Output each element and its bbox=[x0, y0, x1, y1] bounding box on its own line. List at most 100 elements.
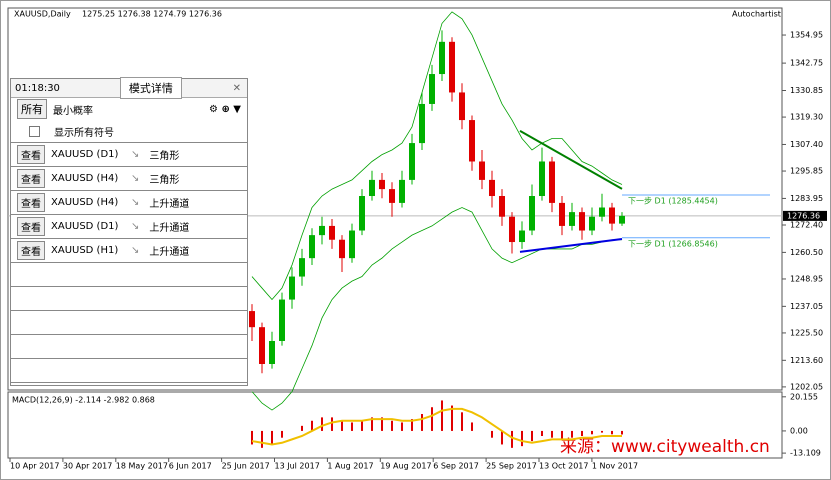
candle-body bbox=[409, 143, 415, 180]
target-label: 下一步 D1 (1285.4454) bbox=[628, 196, 718, 205]
row-pattern: 三角形 bbox=[149, 151, 180, 162]
pattern-icon: ↘ bbox=[131, 197, 140, 208]
x-tick-label: 10 Apr 2017 bbox=[10, 462, 59, 471]
view-button[interactable]: 查看 bbox=[17, 169, 45, 188]
row-symbol: XAUUSD (H4) bbox=[51, 173, 119, 184]
trendline bbox=[519, 130, 623, 190]
x-tick-label: 18 May 2017 bbox=[116, 462, 168, 471]
macd-title: MACD(12,26,9) -2.114 -2.982 0.868 bbox=[12, 396, 155, 405]
pattern-row: 查看 XAUUSD (H4) ↘ 三角形 bbox=[11, 167, 247, 191]
pattern-panel: 01:18:30 模式详情 ✕ 所有 最小概率 ⚙ ⊕ ▼ 显示所有符号 查看 X… bbox=[10, 77, 248, 386]
checkbox[interactable] bbox=[29, 125, 40, 137]
pattern-icon: ↘ bbox=[131, 149, 140, 160]
candle-body bbox=[589, 216, 595, 231]
y-tick-label: 1330.85 bbox=[790, 86, 823, 95]
candle-body bbox=[259, 327, 265, 364]
filter-row: 所有 最小概率 ⚙ ⊕ ▼ bbox=[11, 98, 247, 120]
filter-label: 最小概率 bbox=[53, 105, 93, 117]
x-tick-label: 25 Jun 2017 bbox=[222, 462, 270, 471]
symbol: XAUUSD,Daily bbox=[14, 10, 71, 19]
candle-body bbox=[249, 311, 255, 328]
panel-tab[interactable]: 模式详情 bbox=[119, 77, 182, 99]
x-tick-label: 19 Aug 2017 bbox=[380, 462, 431, 471]
x-tick-label: 30 Apr 2017 bbox=[63, 462, 112, 471]
candle-body bbox=[559, 202, 565, 226]
pattern-row: 查看 XAUUSD (D1) ↘ 三角形 bbox=[11, 143, 247, 167]
trendline bbox=[519, 238, 623, 253]
candle-body bbox=[499, 196, 505, 217]
candle-body bbox=[489, 179, 495, 197]
row-pattern: 上升通道 bbox=[149, 223, 190, 234]
view-button[interactable]: 查看 bbox=[17, 217, 45, 236]
pattern-row: 查看 XAUUSD (H1) ↘ 上升通道 bbox=[11, 239, 247, 263]
pattern-row: 查看 XAUUSD (H4) ↘ 上升通道 bbox=[11, 191, 247, 215]
candle-body bbox=[359, 196, 365, 231]
empty-row bbox=[11, 335, 247, 359]
candle-body bbox=[619, 215, 625, 224]
y-tick-label: 1225.50 bbox=[790, 328, 823, 337]
x-tick-label: 6 Sep 2017 bbox=[433, 462, 479, 471]
candle-body bbox=[429, 74, 435, 104]
target-label: 下一步 D1 (1266.8546) bbox=[628, 239, 718, 248]
row-pattern: 三角形 bbox=[149, 175, 180, 186]
y2-tick-label: 20.155 bbox=[790, 392, 818, 401]
empty-row bbox=[11, 287, 247, 311]
y-tick-label: 1248.95 bbox=[790, 274, 823, 283]
candle-body bbox=[379, 179, 385, 190]
watermark: 来源：www.citywealth.cn bbox=[560, 437, 770, 457]
x-tick-label: 13 Oct 2017 bbox=[539, 462, 588, 471]
toolbar-icons[interactable]: ⚙ ⊕ ▼ bbox=[209, 103, 241, 115]
y-tick-label: 1202.05 bbox=[790, 382, 823, 391]
row-pattern: 上升通道 bbox=[149, 247, 190, 258]
candle-body bbox=[369, 179, 375, 197]
y-tick-label: 1260.50 bbox=[790, 248, 823, 257]
row-symbol: XAUUSD (D1) bbox=[51, 221, 119, 232]
candle-body bbox=[549, 161, 555, 203]
ohlc: 1275.25 1276.38 1274.79 1276.36 bbox=[82, 10, 222, 19]
pattern-list: 查看 XAUUSD (D1) ↘ 三角形 查看 XAUUSD (H4) ↘ 三角形 查看 XAUU… bbox=[11, 143, 247, 383]
candle-body bbox=[439, 41, 445, 75]
candle-body bbox=[319, 225, 325, 236]
clock: 01:18:30 bbox=[15, 82, 60, 94]
x-tick-label: 1 Aug 2017 bbox=[327, 462, 373, 471]
row-symbol: XAUUSD (D1) bbox=[51, 149, 119, 160]
price-pane bbox=[7, 7, 783, 391]
row-symbol: XAUUSD (H1) bbox=[51, 245, 119, 256]
show-all-label: 显示所有符号 bbox=[54, 127, 114, 139]
candle-body bbox=[419, 103, 425, 144]
view-button[interactable]: 查看 bbox=[17, 241, 45, 260]
y-tick-label: 1283.95 bbox=[790, 194, 823, 203]
close-icon[interactable]: ✕ bbox=[232, 82, 241, 94]
candle-body bbox=[539, 161, 545, 197]
x-tick-label: 6 Jun 2017 bbox=[169, 462, 212, 471]
y-tick-label: 1237.05 bbox=[790, 302, 823, 311]
view-button[interactable]: 查看 bbox=[17, 193, 45, 212]
candle-body bbox=[349, 230, 355, 259]
filter-select[interactable]: 所有 bbox=[17, 99, 47, 119]
candle-body bbox=[459, 92, 465, 121]
pattern-row: 查看 XAUUSD (D1) ↘ 上升通道 bbox=[11, 215, 247, 239]
candle-body bbox=[339, 239, 345, 259]
candle-body bbox=[469, 120, 475, 162]
candle-body bbox=[599, 207, 605, 217]
macd-pane bbox=[7, 391, 783, 459]
band-upper bbox=[251, 11, 623, 301]
candle-body bbox=[529, 196, 535, 231]
show-all-row: 显示所有符号 bbox=[11, 120, 247, 143]
y2-tick-label: 0.00 bbox=[790, 426, 808, 435]
candle-body bbox=[609, 207, 615, 224]
view-button[interactable]: 查看 bbox=[17, 145, 45, 164]
candle-body bbox=[579, 212, 585, 231]
autochartist: Autochartist bbox=[732, 10, 781, 19]
y2-tick-label: -13.109 bbox=[790, 449, 821, 458]
candle-body bbox=[299, 258, 305, 277]
pattern-icon: ↘ bbox=[131, 245, 140, 256]
x-tick-label: 13 Jul 2017 bbox=[275, 462, 320, 471]
y-tick-label: 1319.30 bbox=[790, 113, 823, 122]
x-tick-label: 1 Nov 2017 bbox=[592, 462, 638, 471]
x-tick-label: 25 Sep 2017 bbox=[486, 462, 537, 471]
price-tag-label: 1276.36 bbox=[787, 211, 820, 220]
row-symbol: XAUUSD (H4) bbox=[51, 197, 119, 208]
candle-body bbox=[289, 276, 295, 300]
